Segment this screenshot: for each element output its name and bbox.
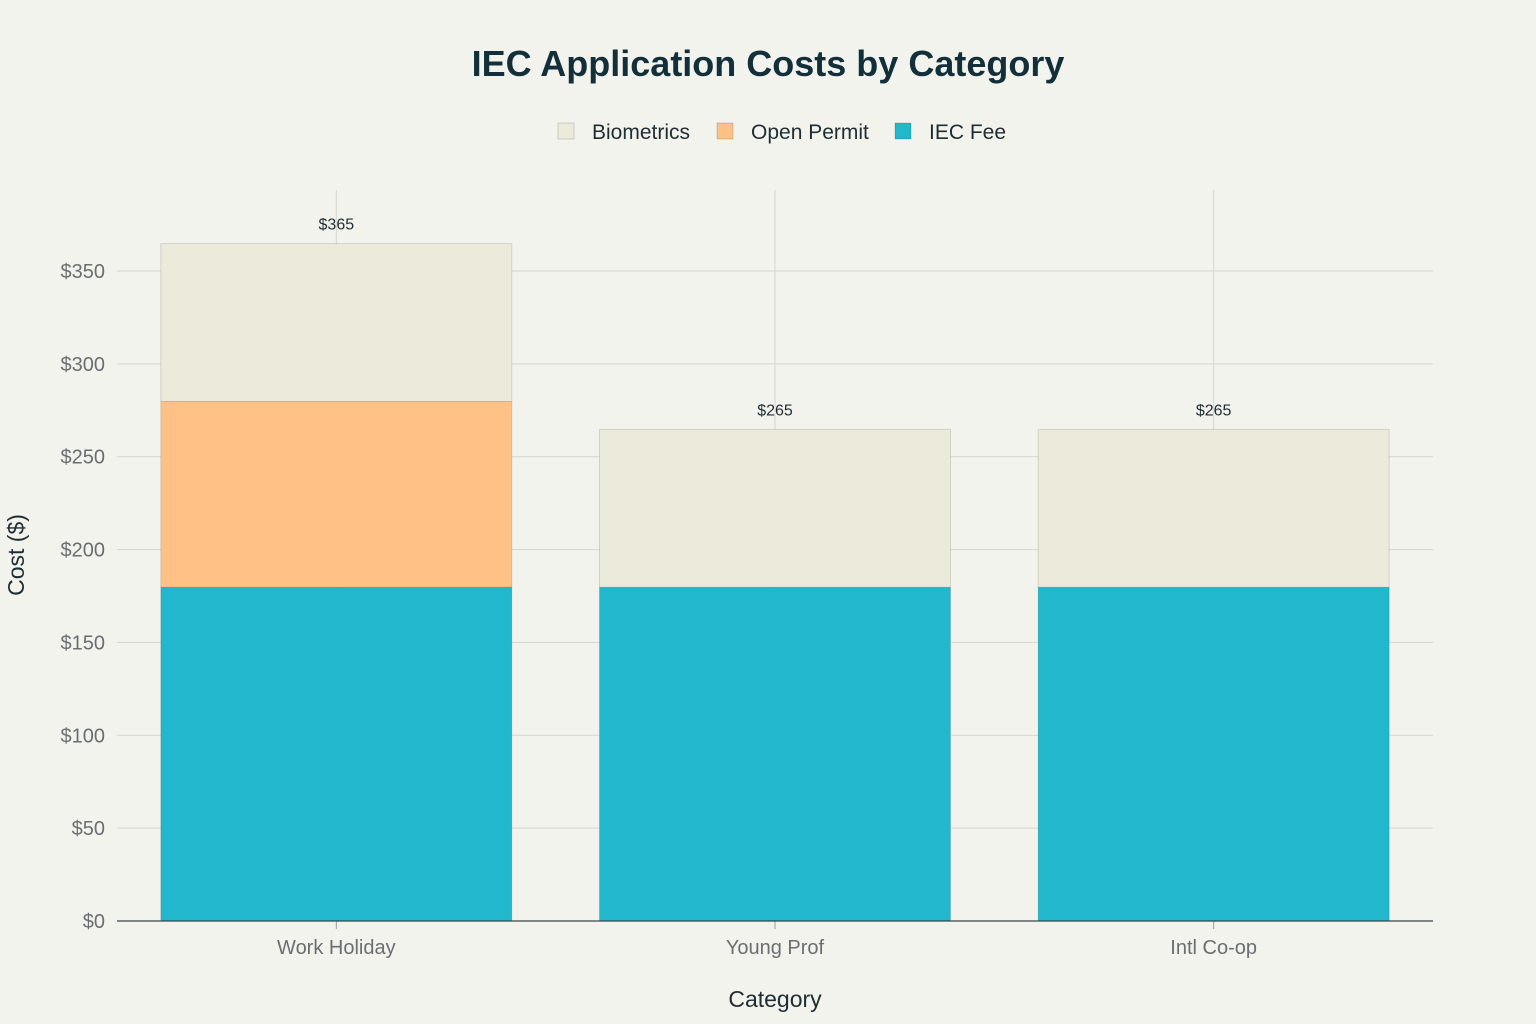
x-tick-label: Work Holiday — [277, 937, 396, 959]
bar-segment-biometrics — [160, 243, 513, 402]
bar-segment-open-permit — [160, 400, 513, 588]
bar-segment-iec-fee — [1037, 586, 1390, 922]
axes — [117, 920, 1433, 929]
bars — [160, 243, 1390, 922]
bar-total-label: $265 — [757, 402, 793, 419]
y-tick-label: $200 — [61, 540, 106, 562]
bar-segment-iec-fee — [599, 586, 951, 922]
y-tick-label: $300 — [61, 354, 106, 376]
chart-title: IEC Application Costs by Category — [472, 43, 1065, 84]
legend-label: IEC Fee — [929, 121, 1006, 144]
y-tick-label: $100 — [61, 725, 106, 747]
x-tick-label: Young Prof — [726, 937, 825, 959]
legend-swatch — [716, 122, 734, 140]
legend-swatch — [557, 122, 575, 140]
legend-label: Open Permit — [751, 121, 869, 144]
bar-segment-iec-fee — [160, 586, 513, 922]
legend-swatch — [894, 122, 912, 140]
bar-segment-biometrics — [1037, 428, 1390, 588]
y-tick-label: $350 — [61, 261, 106, 283]
y-axis-title: Cost ($) — [3, 514, 29, 596]
y-tick-label: $0 — [83, 911, 105, 933]
legend: Biometrics Open Permit IEC Fee — [557, 121, 1006, 144]
x-axis-title: Category — [728, 986, 822, 1012]
bar-segment-biometrics — [599, 428, 951, 588]
y-tick-label: $150 — [61, 632, 106, 654]
legend-label: Biometrics — [592, 121, 690, 144]
labels: $0 $50 $100 $150 $200 $250 $300 $350 $365 Work Ho… — [61, 217, 1258, 959]
bar-total-label: $365 — [319, 217, 355, 234]
bar-total-label: $265 — [1196, 402, 1232, 419]
y-tick-label: $250 — [61, 447, 106, 469]
y-tick-label: $50 — [72, 818, 105, 840]
x-tick-label: Intl Co-op — [1170, 937, 1257, 959]
